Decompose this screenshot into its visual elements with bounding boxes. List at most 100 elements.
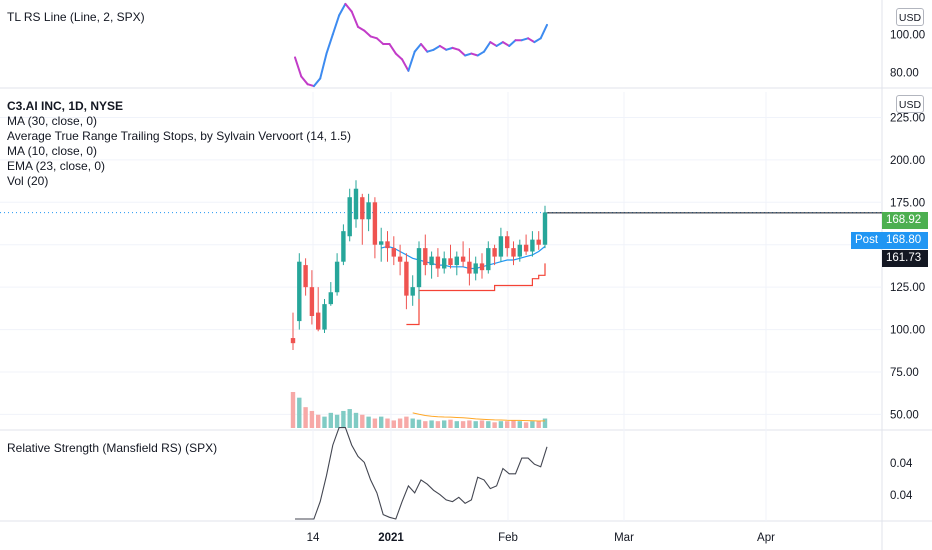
price-axis[interactable]: 225.00200.00175.00150.00125.00100.0075.0…: [890, 29, 925, 502]
rs-line-segment: [325, 33, 334, 55]
rs-line-segment: [438, 44, 448, 51]
moving-average-line: [381, 245, 546, 270]
main-legend[interactable]: C3.AI INC, 1D, NYSE MA (30, close, 0) Av…: [7, 99, 351, 189]
candle-body: [517, 244, 522, 257]
price-tick-label: 100.00: [890, 325, 925, 337]
volume-bar: [416, 419, 422, 428]
candle-body: [309, 287, 315, 316]
rs-line-segment: [476, 50, 485, 57]
rs-line-segment: [451, 46, 460, 51]
atr-stops-legend: Average True Range Trailing Stops, by Sy…: [7, 129, 351, 143]
rs-line-segment: [495, 41, 504, 47]
volume-bar: [353, 412, 359, 428]
time-axis[interactable]: 14 2021 Feb Mar Apr: [307, 532, 776, 544]
rs-line-legend[interactable]: TL RS Line (Line, 2, SPX): [7, 10, 145, 25]
volume-bar: [536, 421, 541, 428]
candle-body: [341, 231, 346, 262]
candle-body: [460, 256, 466, 262]
candle-body: [404, 261, 409, 296]
mansfield-tick-label: 0.04: [890, 490, 913, 502]
price-tick-label: 125.00: [890, 282, 925, 294]
candle-body: [347, 197, 352, 237]
volume-bar: [316, 414, 321, 428]
candle-body: [530, 239, 535, 252]
rs-line-segment: [369, 35, 378, 40]
ema23-legend: EMA (23, close, 0): [7, 159, 106, 173]
candle-body: [511, 248, 516, 257]
price-tick-label: 75.00: [890, 367, 919, 379]
atr-trailing-stop-line: [406, 263, 546, 326]
candle-body: [385, 241, 390, 249]
candle-body: [505, 236, 510, 249]
candle-body: [360, 197, 365, 220]
rs-line-segment: [527, 37, 536, 44]
candle-body: [492, 248, 497, 257]
chart-layers: [0, 2, 882, 520]
volume-bar: [442, 420, 447, 428]
mansfield-tick-label: 0.04: [890, 458, 913, 470]
volume-bar: [391, 420, 396, 428]
rs-tick-label-partial: 100.00: [890, 29, 925, 41]
rs-line-segment: [300, 75, 309, 86]
volume-bar: [290, 392, 296, 428]
volume-bar: [423, 421, 428, 428]
currency-button-main[interactable]: USD: [896, 95, 924, 113]
volume-bar: [517, 421, 522, 428]
rs-line-segment: [407, 50, 416, 72]
volume-legend: Vol (20): [7, 174, 49, 188]
candle-body: [473, 263, 478, 274]
rs-line-segment: [306, 83, 315, 88]
volume-bar: [366, 416, 371, 428]
candle-body: [297, 261, 302, 322]
volume-bar: [322, 416, 327, 428]
time-tick-label: 14: [307, 532, 320, 544]
candle-body: [442, 258, 447, 269]
volume-bar: [460, 421, 466, 428]
volume-bar: [341, 410, 346, 428]
mansfield-legend-label: Relative Strength (Mansfield RS) (SPX): [7, 441, 218, 455]
line-value-tag: 161.73: [882, 250, 928, 267]
candle-body: [372, 202, 378, 245]
candle-body: [423, 248, 428, 266]
volume-bar: [492, 422, 497, 428]
rs-line-segment: [338, 2, 347, 17]
volume-bar: [498, 421, 504, 428]
rs-line-segment: [331, 14, 341, 36]
candle-body: [366, 202, 371, 220]
rs-line-segment: [375, 37, 385, 46]
candle-body: [479, 263, 485, 271]
volume-bar: [429, 420, 434, 428]
rs-line-segment: [420, 43, 429, 53]
rs-line-segment: [445, 46, 454, 51]
candle-body: [542, 212, 548, 245]
volume-bar: [479, 420, 485, 428]
currency-button-top[interactable]: USD: [896, 8, 924, 26]
volume-bar: [379, 416, 384, 428]
candle-body: [498, 236, 504, 257]
last-price-tag: 168.92: [882, 212, 928, 229]
volume-bar: [448, 419, 453, 428]
time-tick-label: 2021: [378, 532, 404, 544]
rs-line-segment: [520, 37, 530, 42]
volume-bar: [467, 420, 472, 428]
candle-body: [290, 338, 296, 344]
time-tick-label: Apr: [757, 532, 775, 544]
mansfield-legend[interactable]: Relative Strength (Mansfield RS) (SPX): [7, 441, 217, 456]
volume-ma-line: [412, 412, 546, 422]
candle-body: [448, 258, 453, 266]
rs-line-segment: [489, 41, 498, 47]
candle-body: [303, 265, 308, 288]
candle-body: [322, 304, 327, 330]
rs-line-segment: [432, 44, 441, 51]
time-tick-label: Mar: [614, 532, 634, 544]
volume-bar: [486, 421, 491, 428]
rs-line-segment: [470, 52, 479, 57]
rs-line-segment: [464, 52, 473, 57]
volume-bar: [309, 410, 315, 428]
candle-body: [523, 244, 529, 252]
volume-bar: [334, 414, 340, 428]
post-label: Post: [851, 232, 882, 249]
rs-line-segment: [294, 56, 303, 78]
candle-body: [467, 261, 472, 274]
